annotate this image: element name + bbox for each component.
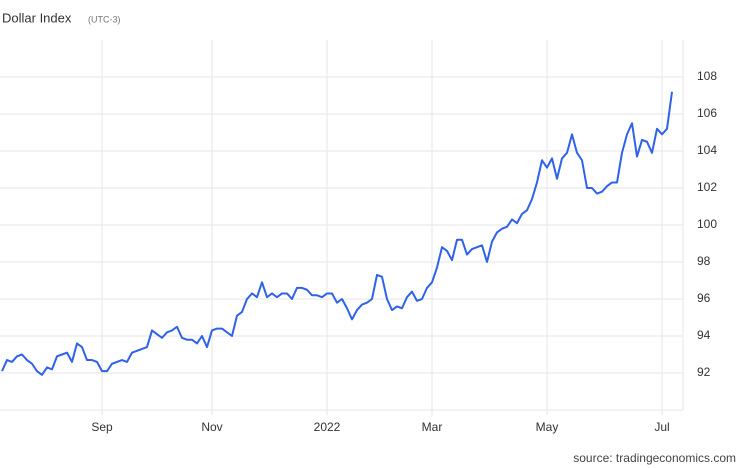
x-tick-label: Jul	[654, 420, 669, 434]
y-tick-label: 100	[697, 217, 717, 231]
y-tick-label: 102	[697, 180, 717, 194]
source-note: source: tradingeconomics.com	[573, 451, 736, 465]
x-tick-label: 2022	[314, 420, 341, 434]
chart-title: Dollar Index	[2, 10, 72, 25]
y-tick-label: 106	[697, 106, 717, 120]
y-tick-label: 94	[697, 328, 711, 342]
data-line	[1, 91, 673, 376]
y-tick-label: 108	[697, 69, 717, 83]
y-tick-label: 98	[697, 254, 711, 268]
y-tick-label: 96	[697, 291, 711, 305]
x-tick-label: Nov	[201, 420, 222, 434]
x-tick-label: Sep	[91, 420, 113, 434]
x-tick-label: May	[536, 420, 559, 434]
y-tick-label: 104	[697, 143, 717, 157]
y-tick-label: 92	[697, 365, 711, 379]
chart-subtitle: (UTC-3)	[88, 14, 121, 24]
x-tick-label: Mar	[422, 420, 443, 434]
